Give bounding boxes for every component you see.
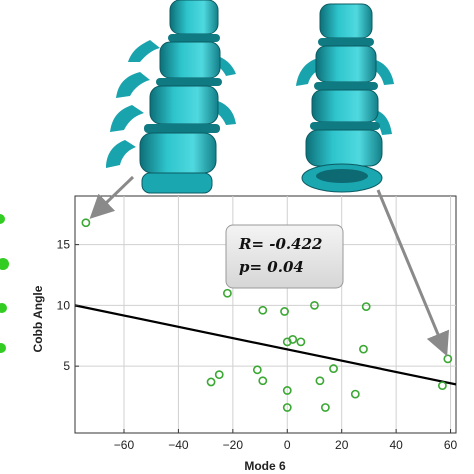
spine-3d-render-right [296,3,394,193]
data-point [81,218,91,228]
regression-line [74,304,457,386]
data-points [81,218,453,412]
left-pointer-arrow [89,175,135,219]
data-point [214,370,224,380]
vertebra-body [319,3,373,39]
data-point [282,403,292,412]
x-tick-label: −60 [114,438,135,452]
y-tick-label: 15 [57,238,71,252]
vertebral-disc [168,34,220,42]
data-point [350,389,360,399]
x-tick-label: −40 [168,438,189,452]
data-point [315,376,325,386]
y-tick-label: 5 [63,359,70,373]
vertebra-body [311,89,379,123]
vertebra-body [159,41,221,79]
pointer-arrows [89,175,450,357]
data-point [206,377,216,387]
x-axis-ticks: −60 −40 −20 0 20 40 60 [114,429,458,452]
data-point [310,300,319,310]
vertebra-body [315,45,377,83]
spinous-process [106,140,136,168]
data-point [296,337,306,347]
vertebra-base [141,172,213,194]
y-axis-title: Cobb Angle [31,285,45,352]
vertebral-disc [318,38,374,46]
vertebra-body [305,129,383,167]
left-dot [0,303,7,313]
data-point [359,344,368,354]
left-dot [0,343,6,353]
data-point [280,307,289,316]
data-point [258,376,268,386]
data-point [361,302,371,311]
x-axis-title: Mode 6 [244,459,286,473]
x-tick-label: −20 [223,438,244,452]
data-point [320,403,330,412]
x-tick-label: 20 [335,438,349,452]
vertebral-canal [316,169,368,183]
regression-line-group [74,304,457,386]
vertebra-body [149,85,219,125]
p-value: p= 0.04 [239,258,304,276]
data-point [329,364,338,373]
data-point [437,381,447,390]
spinous-process [116,72,150,98]
vertebral-disc [156,78,222,86]
vertebra-body [139,132,217,174]
vertebral-disc [314,82,378,90]
x-tick-label: 0 [284,438,291,452]
left-dot [0,258,9,270]
y-tick-label: 10 [57,298,71,312]
left-edge-dots [0,214,9,353]
right-pointer-arrow [376,189,450,357]
stats-annotation: R= -0.422 p= 0.04 [225,224,344,289]
spinous-process [128,40,160,62]
left-dot [0,214,5,224]
vertebral-disc [144,124,220,133]
spine-3d-render-left [106,0,236,194]
vertebral-disc [310,122,380,130]
x-tick-label: 60 [444,438,458,452]
data-point [252,365,262,375]
data-point [288,335,298,344]
data-point [258,305,268,315]
spinous-process [110,105,144,132]
r-value: R= -0.422 [238,235,322,253]
stats-box [225,224,344,289]
vertebra-body [169,0,219,35]
x-tick-label: 40 [389,438,403,452]
y-axis-ticks: 5 10 15 [57,238,79,373]
data-point [222,288,232,298]
data-point [282,386,292,395]
